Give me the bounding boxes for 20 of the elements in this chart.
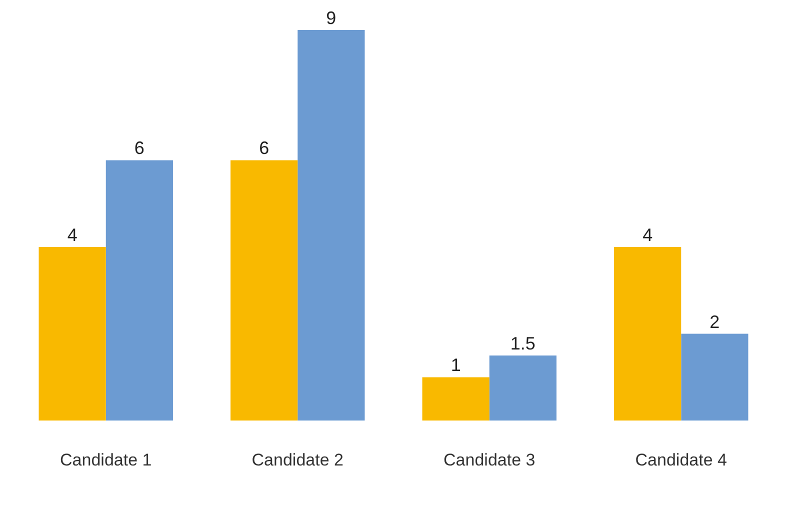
x-tick-label: Candidate 1 [60,450,152,470]
data-label: 4 [67,224,78,245]
data-label: 6 [259,138,270,158]
bar [681,334,748,421]
data-label: 1.5 [510,333,536,354]
data-label: 9 [326,8,336,28]
data-label: 1 [450,355,461,376]
x-tick-label: Candidate 4 [635,450,727,470]
data-label: 4 [642,224,653,245]
bar [614,247,682,421]
bar [38,247,106,421]
bar [106,160,173,421]
x-tick-label: Candidate 2 [252,450,344,470]
x-tick-label: Candidate 3 [444,450,536,470]
bar [489,356,556,421]
data-label: 2 [710,312,720,332]
data-label: 6 [134,138,144,158]
bar [422,377,490,421]
bar [298,30,365,421]
bar [230,160,298,421]
